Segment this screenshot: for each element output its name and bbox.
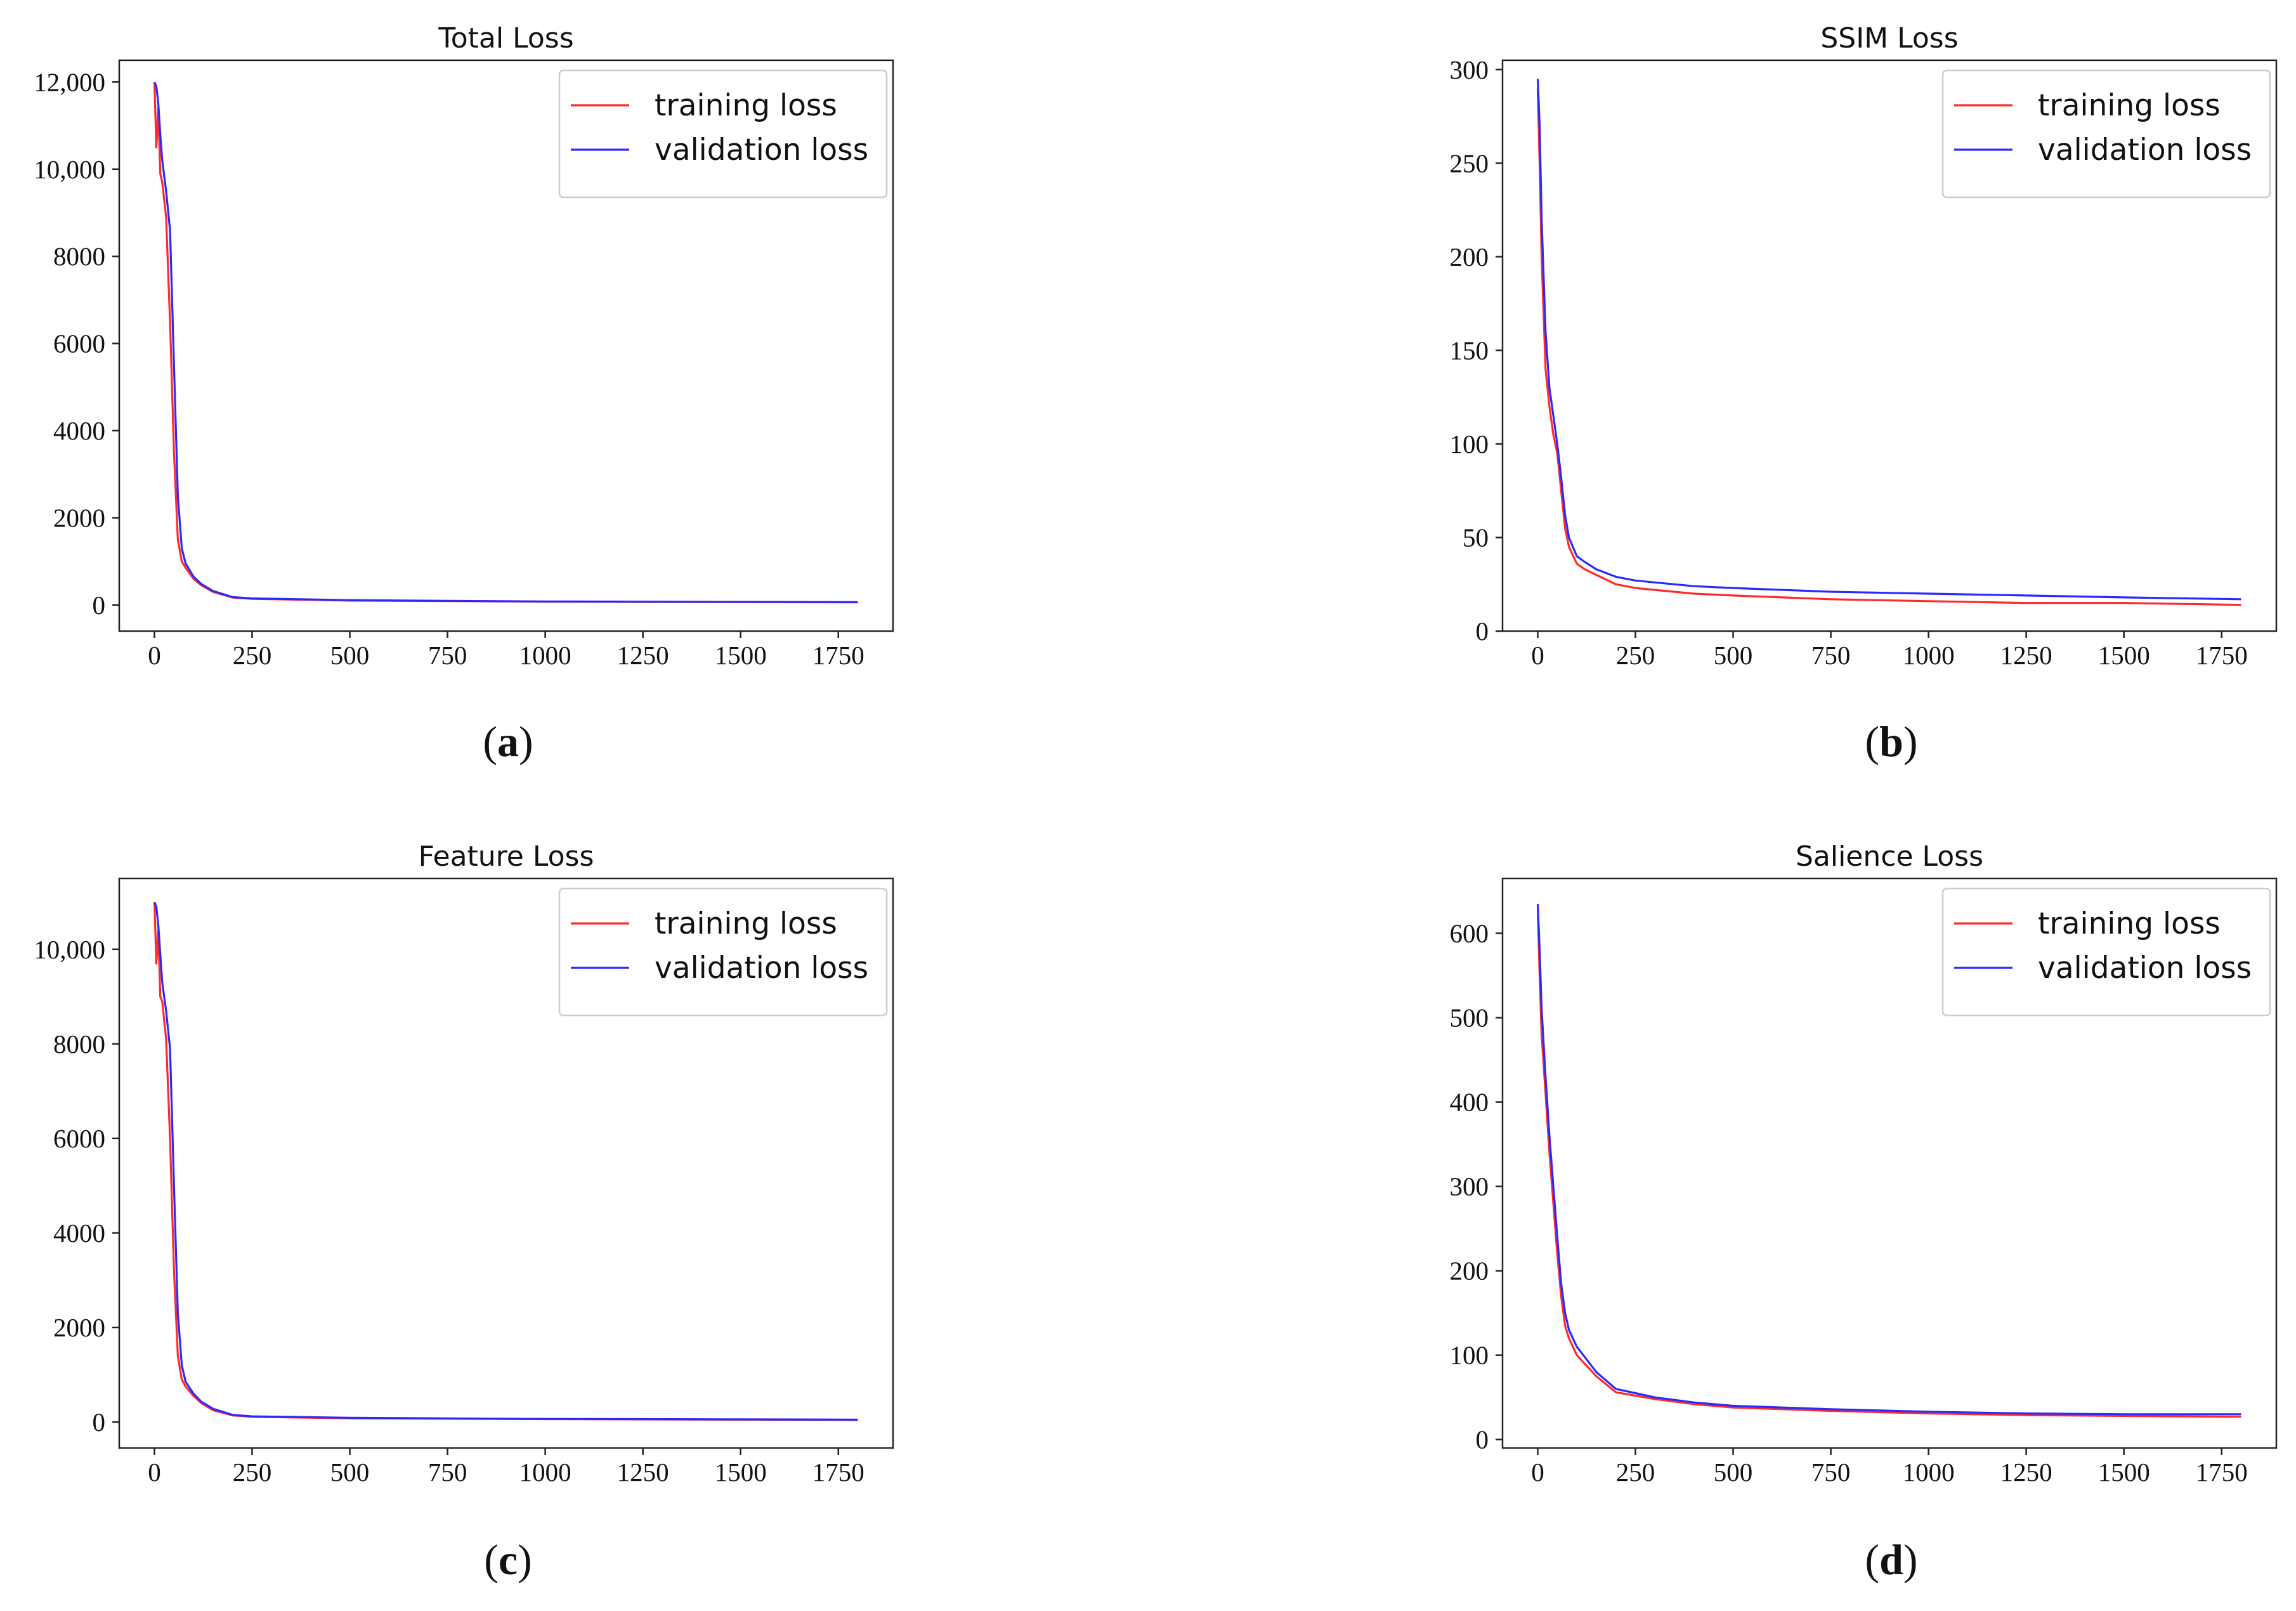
y-tick-label: 250 (1450, 148, 1489, 178)
legend-box (558, 69, 888, 199)
x-tick-label: 500 (330, 641, 370, 670)
y-tick-label: 600 (1450, 918, 1489, 948)
x-tick-label: 1000 (519, 1458, 571, 1487)
panel-caption: (b) (1865, 717, 1917, 766)
legend-label: training loss (2038, 88, 2221, 123)
chart-title: Salience Loss (1796, 840, 1983, 873)
y-tick-label: 10,000 (34, 935, 105, 964)
legend-box (1941, 887, 2271, 1017)
y-tick-label: 100 (1450, 1341, 1489, 1370)
y-tick-label: 300 (1450, 1172, 1489, 1201)
x-tick-label: 1750 (812, 1458, 864, 1487)
y-tick-label: 150 (1450, 336, 1489, 365)
x-tick-label: 1250 (2000, 641, 2052, 670)
y-tick-label: 200 (1450, 242, 1489, 271)
y-tick-label: 2000 (53, 503, 105, 532)
series-line-validation-loss (153, 81, 858, 603)
plot-frame (118, 59, 894, 632)
y-tick-label: 2000 (53, 1313, 105, 1342)
y-tick-label: 10,000 (34, 155, 105, 184)
x-tick-label: 1750 (2196, 641, 2248, 670)
chart-title: Feature Loss (419, 840, 594, 873)
x-tick-label: 1500 (715, 1458, 767, 1487)
x-tick-label: 750 (1811, 641, 1851, 670)
x-tick-label: 1750 (2196, 1458, 2248, 1487)
x-tick-label: 1500 (715, 641, 767, 670)
y-tick-label: 100 (1450, 429, 1489, 459)
x-tick-label: 1250 (617, 1458, 669, 1487)
legend-label: validation loss (655, 133, 868, 167)
x-tick-label: 750 (1811, 1458, 1851, 1487)
x-tick-label: 500 (1714, 1458, 1753, 1487)
chart-panel-b: SSIM Loss 0 250 500 750 1000 1250 1500 1750 0 50 10… (1450, 22, 2278, 766)
y-tick-label: 8000 (53, 1029, 105, 1059)
x-tick-label: 1000 (519, 641, 571, 670)
x-tick-label: 250 (233, 1458, 272, 1487)
x-tick-label: 500 (1714, 641, 1753, 670)
x-tick-label: 250 (1616, 1458, 1655, 1487)
y-tick-label: 0 (93, 1407, 106, 1437)
panel-letter: a (497, 717, 519, 766)
x-tick-label: 1000 (1903, 641, 1955, 670)
x-tick-label: 1250 (617, 641, 669, 670)
x-tick-label: 750 (428, 641, 467, 670)
panel-letter: c (499, 1536, 518, 1584)
legend-box (1941, 69, 2271, 199)
plot-frame (1501, 877, 2278, 1449)
panel-caption: (a) (483, 717, 533, 766)
series-line-validation-loss (153, 901, 858, 1421)
series-line-validation-loss (1536, 903, 2241, 1416)
x-tick-label: 1000 (1903, 1458, 1955, 1487)
x-tick-label: 0 (1531, 1458, 1544, 1487)
x-tick-label: 1250 (2000, 1458, 2052, 1487)
series-line-validation-loss (1536, 79, 2241, 601)
chart-panel-c: Feature Loss 0 250 500 750 1000 1250 1500 1750 0 2… (34, 840, 894, 1584)
x-tick-label: 0 (1531, 641, 1544, 670)
x-tick-label: 250 (233, 641, 272, 670)
x-tick-label: 1750 (812, 641, 864, 670)
chart-title: Total Loss (438, 22, 573, 55)
legend-label: validation loss (2038, 133, 2252, 167)
legend-label: training loss (655, 906, 837, 941)
chart-panel-d: Salience Loss 0 250 500 750 1000 1250 1500 1750 0… (1450, 840, 2278, 1584)
y-tick-label: 50 (1463, 523, 1489, 552)
chart-title: SSIM Loss (1820, 22, 1958, 55)
legend-label: training loss (655, 88, 837, 123)
x-tick-label: 0 (148, 641, 161, 670)
y-tick-label: 8000 (53, 242, 105, 271)
y-tick-label: 500 (1450, 1003, 1489, 1033)
panel-letter: d (1879, 1536, 1903, 1584)
chart-panel-a: Total Loss 0 250 500 750 1000 1250 1500 1750 0 200… (34, 22, 894, 766)
y-tick-label: 6000 (53, 329, 105, 358)
y-tick-label: 200 (1450, 1256, 1489, 1286)
panel-letter: b (1879, 717, 1903, 766)
y-tick-label: 300 (1450, 55, 1489, 84)
y-tick-label: 0 (1476, 616, 1489, 646)
plot-frame (1501, 59, 2278, 632)
x-tick-label: 500 (330, 1458, 370, 1487)
panel-caption: (d) (1865, 1536, 1917, 1584)
series-line-training-loss (1536, 88, 2241, 606)
y-tick-label: 400 (1450, 1088, 1489, 1117)
y-tick-label: 6000 (53, 1124, 105, 1153)
y-tick-label: 4000 (53, 1218, 105, 1248)
y-tick-label: 12,000 (34, 67, 105, 96)
legend-label: validation loss (2038, 951, 2252, 986)
x-tick-label: 750 (428, 1458, 467, 1487)
legend-box (558, 887, 888, 1017)
panel-caption: (c) (484, 1536, 532, 1584)
y-tick-label: 0 (1476, 1425, 1489, 1454)
legend-label: training loss (2038, 906, 2221, 941)
plot-frame (118, 877, 894, 1449)
x-tick-label: 0 (148, 1458, 161, 1487)
x-tick-label: 250 (1616, 641, 1655, 670)
legend-label: validation loss (655, 951, 868, 986)
y-tick-label: 4000 (53, 416, 105, 445)
x-tick-label: 1500 (2098, 641, 2150, 670)
x-tick-label: 1500 (2098, 1458, 2150, 1487)
y-tick-label: 0 (93, 590, 106, 620)
series-line-training-loss (1536, 908, 2241, 1418)
